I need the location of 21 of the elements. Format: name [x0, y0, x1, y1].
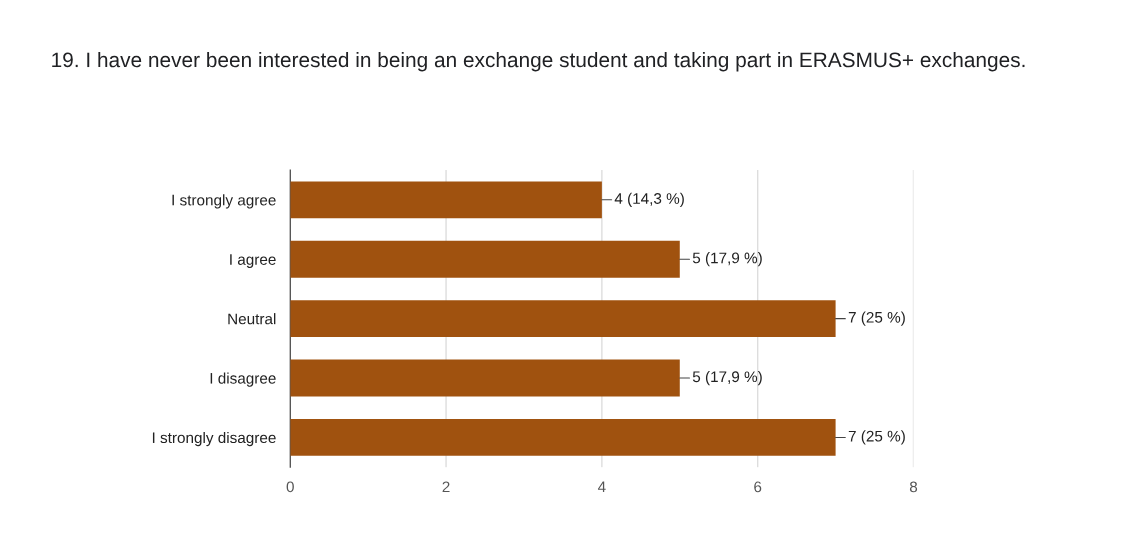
x-tick-label: 8 [909, 481, 918, 493]
bar [290, 300, 836, 338]
x-tick-label: 0 [286, 481, 294, 493]
chart-title: 19. I have never been interested in being an exchange student and taking part in ERASMUS+ exchanges. [52, 51, 1025, 72]
data-label: 4 (14,3 %) [614, 192, 684, 207]
x-tick-label: 6 [754, 481, 762, 493]
y-tick-label: I strongly agree [172, 194, 276, 209]
y-tick-label: I agree [230, 254, 276, 268]
bar [290, 359, 680, 397]
data-label: 5 (17,9 %) [692, 252, 762, 267]
data-label: 5 (17,9 %) [692, 370, 762, 386]
bar [290, 181, 602, 219]
data-label: 7 (25 %) [848, 311, 905, 326]
x-tick-label: 2 [442, 481, 450, 493]
data-label: 7 (25 %) [848, 430, 905, 445]
y-tick-label: I disagree [210, 372, 276, 387]
y-tick-label: Neutral [228, 313, 276, 325]
y-tick-label: I strongly disagree [152, 431, 276, 447]
x-tick-label: 4 [597, 481, 606, 493]
bar [290, 240, 680, 278]
bar [290, 419, 836, 456]
